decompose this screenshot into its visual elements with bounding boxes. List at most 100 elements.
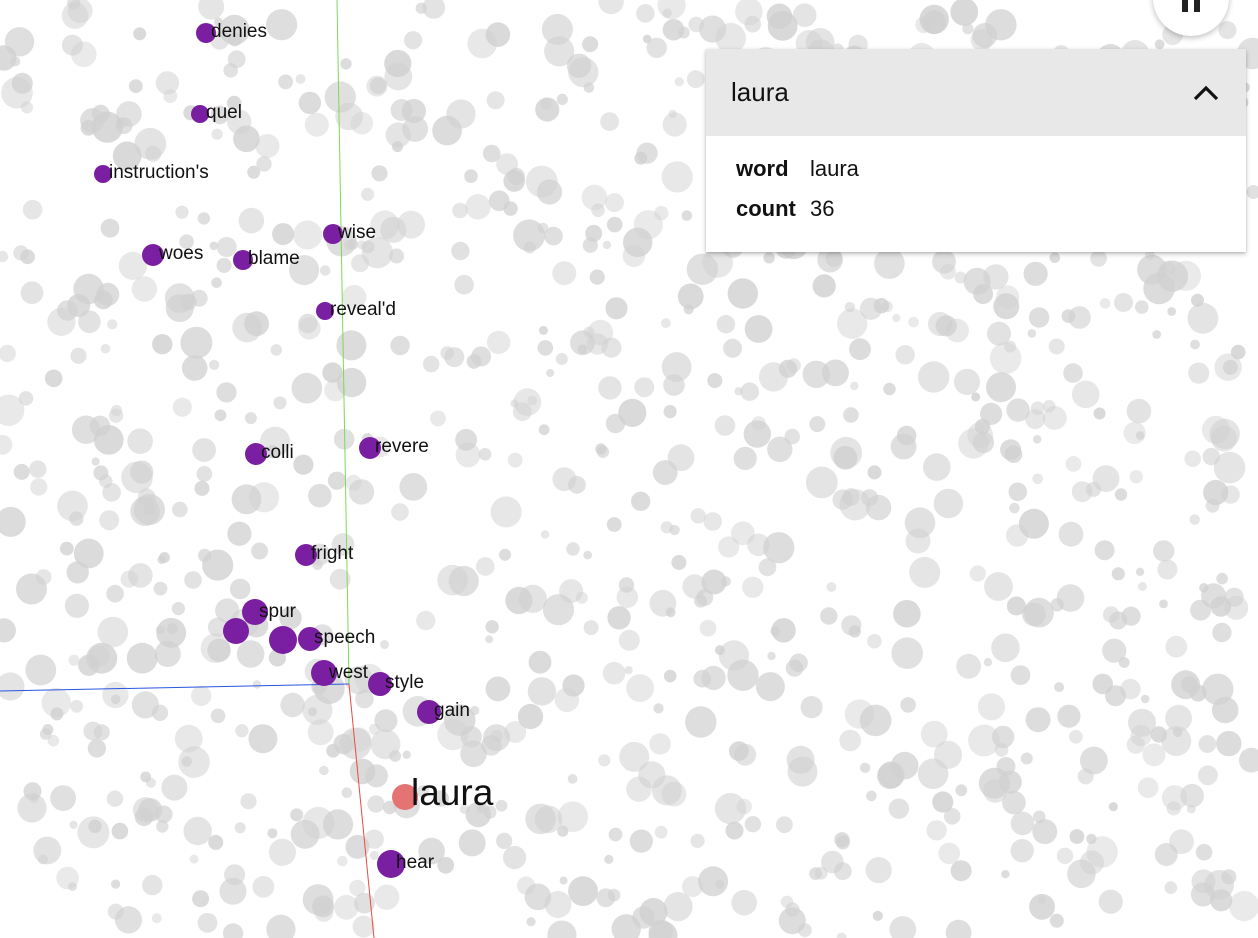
background-point[interactable] [384,49,412,78]
background-point[interactable] [106,584,124,603]
background-point[interactable] [100,218,120,238]
background-point[interactable] [1092,673,1113,695]
background-point[interactable] [513,402,532,422]
background-point[interactable] [219,877,247,905]
background-point[interactable] [244,311,269,337]
background-point[interactable] [634,377,655,398]
background-point[interactable] [198,0,225,20]
background-point[interactable] [1159,599,1168,609]
background-point[interactable] [59,541,74,556]
neighbor-point[interactable] [233,250,253,270]
background-point[interactable] [556,93,568,105]
background-point[interactable] [158,552,170,563]
background-point[interactable] [945,919,972,938]
background-point[interactable] [234,822,246,834]
background-point[interactable] [1126,398,1152,424]
background-point[interactable] [97,616,129,648]
background-point[interactable] [107,903,124,920]
neighbor-point[interactable] [196,23,216,43]
selected-point[interactable] [392,784,418,810]
background-point[interactable] [1042,399,1056,413]
neighbor-point[interactable] [377,850,405,878]
background-point[interactable] [248,724,278,754]
background-point[interactable] [482,144,501,163]
background-point[interactable] [770,626,781,637]
background-point[interactable] [77,816,110,849]
background-point[interactable] [20,249,35,265]
background-point[interactable] [557,825,569,837]
background-point[interactable] [1198,765,1218,786]
background-point[interactable] [837,308,868,339]
background-point[interactable] [106,790,124,807]
background-point[interactable] [345,666,374,695]
background-point[interactable] [415,2,427,14]
background-point[interactable] [128,79,143,93]
background-point[interactable] [197,212,211,225]
background-point[interactable] [725,821,744,840]
background-point[interactable] [1063,363,1083,383]
background-point[interactable] [663,669,677,683]
background-point[interactable] [1049,252,1061,264]
background-point[interactable] [677,26,690,39]
background-point[interactable] [662,112,687,137]
background-point[interactable] [496,153,518,176]
background-point[interactable] [131,276,158,302]
background-point[interactable] [70,699,83,713]
background-point[interactable] [802,360,830,388]
background-point[interactable] [444,347,465,368]
background-point[interactable] [404,31,423,50]
background-point[interactable] [87,739,107,758]
background-point[interactable] [626,674,654,702]
background-point[interactable] [502,845,527,870]
background-point[interactable] [830,436,863,469]
background-point[interactable] [222,923,244,938]
background-point[interactable] [723,338,743,358]
background-point[interactable] [1010,665,1031,685]
background-point[interactable] [698,866,729,897]
background-point[interactable] [971,392,981,402]
background-point[interactable] [591,203,605,217]
background-point[interactable] [488,190,510,212]
background-point[interactable] [111,879,121,889]
background-point[interactable] [422,355,440,373]
background-point[interactable] [763,252,775,264]
background-point[interactable] [1221,869,1237,885]
background-point[interactable] [646,37,667,58]
background-point[interactable] [337,855,348,867]
background-point[interactable] [747,533,770,557]
background-point[interactable] [606,216,623,233]
background-point[interactable] [280,692,305,718]
background-point[interactable] [1006,398,1030,422]
background-point[interactable] [151,913,162,924]
background-point[interactable] [690,833,705,849]
background-point[interactable] [1142,743,1166,767]
background-point[interactable] [798,923,812,937]
background-point[interactable] [720,576,731,587]
background-point[interactable] [707,373,723,389]
background-point[interactable] [30,478,48,496]
neighbor-point[interactable] [223,618,249,644]
background-point[interactable] [86,642,118,674]
background-point[interactable] [171,602,185,616]
background-point[interactable] [416,610,436,631]
background-point[interactable] [605,297,628,320]
background-point[interactable] [154,640,181,668]
background-point[interactable] [744,15,761,33]
background-point[interactable] [821,850,844,874]
background-point[interactable] [568,475,586,494]
background-point[interactable] [661,161,693,193]
background-point[interactable] [307,719,334,746]
background-point[interactable] [1198,735,1217,753]
background-point[interactable] [984,572,1013,601]
background-point[interactable] [1086,833,1097,845]
background-point[interactable] [792,3,817,27]
background-point[interactable] [731,889,757,916]
background-point[interactable] [324,379,347,402]
background-point[interactable] [290,819,320,849]
background-point[interactable] [172,397,192,417]
background-point[interactable] [341,787,353,798]
background-point[interactable] [319,765,329,776]
background-point[interactable] [547,920,577,938]
neighbor-point[interactable] [359,437,381,459]
